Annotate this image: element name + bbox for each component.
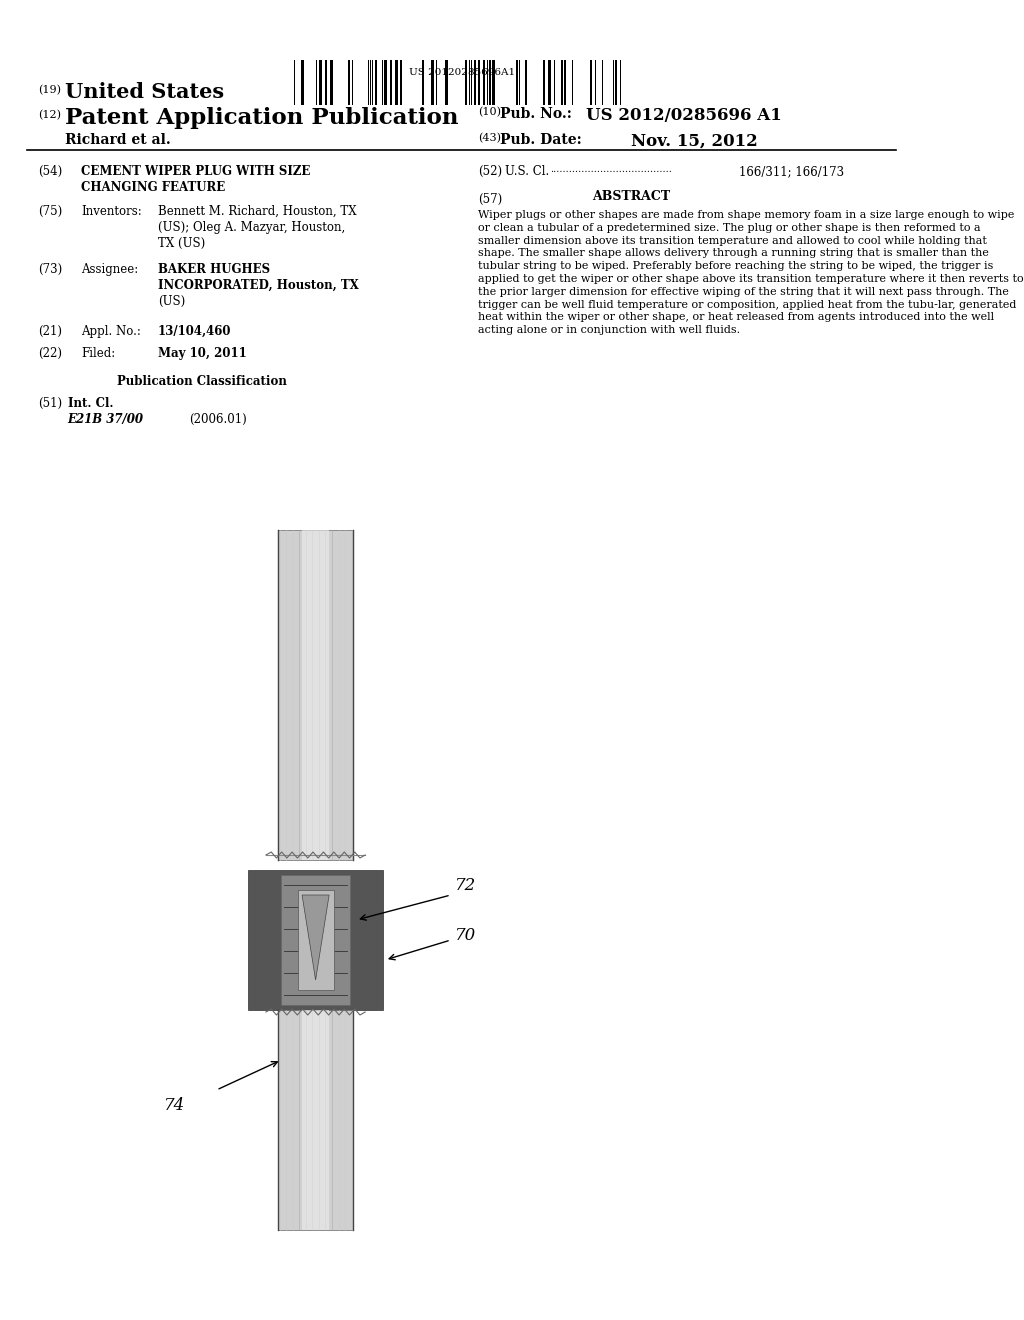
Text: (51): (51) bbox=[38, 397, 62, 411]
Bar bbox=[282, 875, 350, 1005]
Bar bbox=[615, 59, 616, 106]
Text: Nov. 15, 2012: Nov. 15, 2012 bbox=[631, 133, 758, 150]
Text: (2006.01): (2006.01) bbox=[189, 413, 247, 426]
Bar bbox=[524, 59, 526, 106]
Bar bbox=[516, 59, 517, 106]
Text: U.S. Cl.: U.S. Cl. bbox=[505, 165, 549, 178]
Bar bbox=[375, 59, 377, 106]
Bar bbox=[395, 59, 397, 106]
Text: (57): (57) bbox=[478, 193, 502, 206]
Text: (US): (US) bbox=[158, 294, 185, 308]
Text: Int. Cl.: Int. Cl. bbox=[68, 397, 113, 411]
Bar bbox=[571, 59, 573, 106]
Bar bbox=[478, 59, 479, 106]
Text: (73): (73) bbox=[38, 263, 62, 276]
Text: US 2012/0285696 A1: US 2012/0285696 A1 bbox=[586, 107, 782, 124]
Bar bbox=[465, 59, 467, 106]
Text: Pub. Date:: Pub. Date: bbox=[501, 133, 583, 147]
Bar bbox=[474, 59, 476, 106]
Bar bbox=[302, 531, 329, 861]
Bar bbox=[298, 890, 334, 990]
Bar bbox=[543, 59, 545, 106]
Polygon shape bbox=[302, 895, 329, 979]
Text: ABSTRACT: ABSTRACT bbox=[592, 190, 671, 203]
Text: Publication Classification: Publication Classification bbox=[117, 375, 287, 388]
Text: US 20120285696A1: US 20120285696A1 bbox=[409, 69, 515, 77]
Text: (75): (75) bbox=[38, 205, 62, 218]
Text: (10): (10) bbox=[478, 107, 501, 117]
Text: United States: United States bbox=[65, 82, 224, 102]
Bar bbox=[278, 531, 353, 861]
Text: 70: 70 bbox=[456, 927, 476, 944]
Bar bbox=[319, 59, 322, 106]
Bar bbox=[248, 870, 383, 1010]
Bar bbox=[325, 59, 328, 106]
Bar bbox=[422, 59, 424, 106]
Bar bbox=[302, 1010, 329, 1230]
Text: Appl. No.:: Appl. No.: bbox=[81, 325, 141, 338]
Bar bbox=[445, 59, 449, 106]
Text: 166/311; 166/173: 166/311; 166/173 bbox=[739, 165, 845, 178]
Bar bbox=[348, 59, 350, 106]
Text: BAKER HUGHES: BAKER HUGHES bbox=[158, 263, 270, 276]
Text: (12): (12) bbox=[38, 110, 60, 120]
Text: (19): (19) bbox=[38, 84, 60, 95]
Bar bbox=[330, 59, 333, 106]
Bar bbox=[400, 59, 402, 106]
Text: Pub. No.:: Pub. No.: bbox=[501, 107, 572, 121]
Bar bbox=[315, 59, 317, 106]
Bar bbox=[389, 59, 392, 106]
Text: (43): (43) bbox=[478, 133, 501, 144]
Text: (US); Oleg A. Mazyar, Houston,: (US); Oleg A. Mazyar, Houston, bbox=[158, 220, 345, 234]
Text: May 10, 2011: May 10, 2011 bbox=[158, 347, 247, 360]
Text: Assignee:: Assignee: bbox=[81, 263, 138, 276]
Bar bbox=[471, 59, 472, 106]
Text: 13/104,460: 13/104,460 bbox=[158, 325, 231, 338]
Text: (22): (22) bbox=[38, 347, 61, 360]
Bar bbox=[493, 59, 495, 106]
Text: .......................................: ....................................... bbox=[550, 165, 672, 174]
Text: CEMENT WIPER PLUG WITH SIZE: CEMENT WIPER PLUG WITH SIZE bbox=[81, 165, 310, 178]
Text: Wiper plugs or other shapes are made from shape memory foam in a size large enou: Wiper plugs or other shapes are made fro… bbox=[478, 210, 1024, 335]
Text: (21): (21) bbox=[38, 325, 61, 338]
Bar bbox=[561, 59, 562, 106]
Text: E21B 37/00: E21B 37/00 bbox=[68, 413, 143, 426]
Text: (54): (54) bbox=[38, 165, 62, 178]
Bar bbox=[548, 59, 551, 106]
Text: 74: 74 bbox=[164, 1097, 185, 1114]
Bar bbox=[278, 1010, 353, 1230]
Bar bbox=[554, 59, 555, 106]
Text: TX (US): TX (US) bbox=[158, 238, 205, 249]
Text: Bennett M. Richard, Houston, TX: Bennett M. Richard, Houston, TX bbox=[158, 205, 356, 218]
Bar bbox=[384, 59, 387, 106]
Bar bbox=[488, 59, 490, 106]
Text: Patent Application Publication: Patent Application Publication bbox=[65, 107, 459, 129]
Text: INCORPORATED, Houston, TX: INCORPORATED, Houston, TX bbox=[158, 279, 358, 292]
Text: Richard et al.: Richard et al. bbox=[65, 133, 171, 147]
Bar bbox=[590, 59, 593, 106]
Bar bbox=[564, 59, 566, 106]
Text: Inventors:: Inventors: bbox=[81, 205, 142, 218]
Bar bbox=[301, 59, 304, 106]
Bar bbox=[372, 59, 374, 106]
Text: (52): (52) bbox=[478, 165, 502, 178]
Text: Filed:: Filed: bbox=[81, 347, 116, 360]
Bar bbox=[431, 59, 434, 106]
Text: CHANGING FEATURE: CHANGING FEATURE bbox=[81, 181, 225, 194]
Text: 72: 72 bbox=[456, 876, 476, 894]
Bar bbox=[483, 59, 485, 106]
